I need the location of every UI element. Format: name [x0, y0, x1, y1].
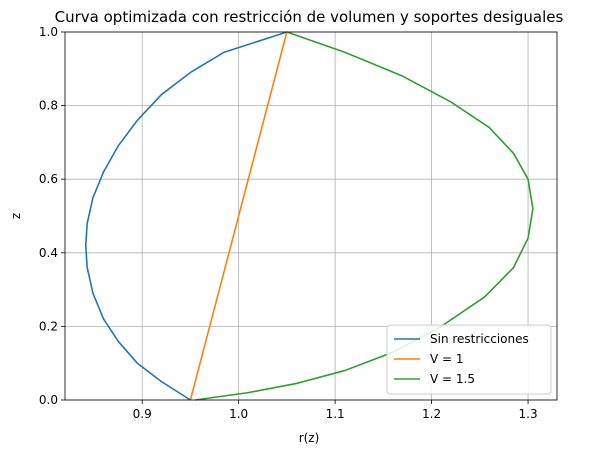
y-axis-label: z	[9, 213, 23, 219]
legend-label-1: V = 1	[430, 352, 464, 366]
y-tick-label-5: 1.0	[39, 25, 58, 39]
y-tick-label-4: 0.8	[39, 99, 58, 113]
x-axis-label: r(z)	[299, 431, 320, 445]
chart-title: Curva optimizada con restricción de volu…	[55, 8, 564, 26]
x-tick-label-2: 1.1	[326, 407, 345, 421]
series-layer	[84, 31, 534, 401]
legend-label-0: Sin restricciones	[430, 332, 529, 346]
legend-label-2: V = 1.5	[430, 372, 475, 386]
x-tick-label-4: 1.3	[519, 407, 538, 421]
x-tick-label-0: 0.9	[133, 407, 152, 421]
y-tick-label-2: 0.4	[39, 246, 58, 260]
series-line-0	[84, 31, 288, 401]
series-line-1	[189, 31, 288, 401]
y-tick-label-1: 0.2	[39, 319, 58, 333]
x-tick-label-3: 1.2	[422, 407, 441, 421]
axis-ticks: 0.9 1.0 1.1 1.2 1.3 0.0 0.2 0.4 0.6 0.8 1.0	[39, 25, 538, 421]
legend-box	[386, 324, 552, 395]
y-tick-label-0: 0.0	[39, 393, 58, 407]
y-tick-label-3: 0.6	[39, 172, 58, 186]
plot-frame	[64, 31, 558, 401]
legend: Sin restricciones V = 1 V = 1.5	[386, 324, 552, 395]
series-line-2	[195, 31, 534, 401]
x-tick-label-1: 1.0	[229, 407, 248, 421]
